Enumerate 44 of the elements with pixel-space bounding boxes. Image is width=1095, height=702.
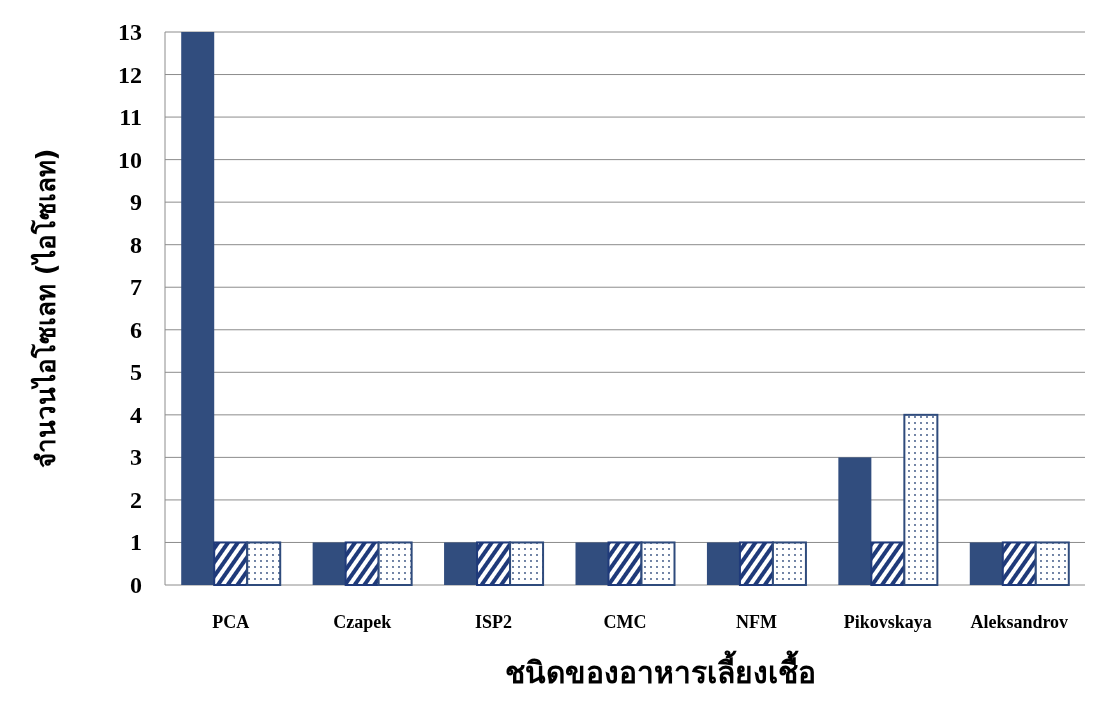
y-tick-label: 3 (130, 444, 142, 471)
bar (838, 457, 872, 585)
bar (377, 541, 413, 586)
y-tick-label: 11 (119, 104, 142, 131)
x-tick-label: Pikovskaya (843, 612, 932, 632)
bar (870, 541, 906, 586)
x-tick-label: ISP2 (475, 612, 513, 632)
x-tick-label: PCA (212, 612, 250, 632)
bar (738, 541, 774, 586)
bar (607, 541, 643, 586)
y-tick-label: 8 (130, 231, 142, 258)
bar (444, 542, 478, 585)
bar (476, 541, 512, 586)
y-tick-label: 9 (130, 189, 142, 216)
y-tick-label: 4 (130, 401, 142, 428)
y-tick-label: 7 (130, 274, 142, 301)
y-tick-label: 1 (130, 529, 142, 556)
y-tick-label: 13 (118, 19, 142, 45)
y-tick-label: 5 (130, 359, 142, 386)
bar (1034, 541, 1070, 586)
bar (509, 541, 545, 586)
y-tick-label: 10 (118, 146, 142, 173)
bar (1001, 541, 1037, 586)
bar (344, 541, 380, 586)
bar (903, 413, 939, 586)
y-tick-label: 12 (118, 61, 142, 88)
bar (312, 542, 346, 585)
bar (213, 541, 249, 586)
x-axis-title: ชนิดของอาหารเลี้ยงเชื้อ (504, 650, 816, 690)
y-tick-label: 2 (130, 486, 142, 513)
bar (575, 542, 609, 585)
bar (181, 32, 215, 585)
bar (640, 541, 676, 586)
bar (246, 541, 282, 586)
x-tick-label: Aleksandrov (970, 612, 1069, 632)
y-axis-title: จำนวนไอโซเลท (ไอโซเลท) (30, 148, 61, 469)
bar (706, 542, 740, 585)
y-tick-label: 6 (130, 316, 142, 343)
bar (771, 541, 807, 586)
x-tick-label: NFM (735, 612, 777, 632)
x-tick-label: Czapek (333, 612, 392, 632)
bar (969, 542, 1003, 585)
y-tick-label: 0 (130, 572, 142, 598)
x-tick-label: CMC (603, 612, 647, 632)
